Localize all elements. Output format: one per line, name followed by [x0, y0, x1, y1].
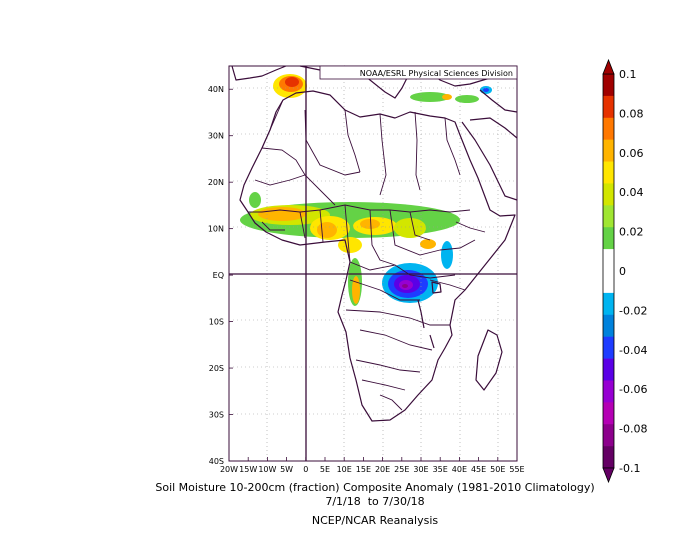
colorbar-swatch	[603, 183, 614, 206]
map-panel: NOAA/ESRL Physical Sciences Division	[228, 65, 518, 462]
lon-tick-label: 45E	[471, 465, 486, 474]
country-borders	[248, 94, 486, 411]
colorbar-swatch	[603, 271, 614, 294]
lon-tick-label: 15W	[239, 465, 257, 474]
lon-tick-label: 55E	[509, 465, 524, 474]
lon-tick-label: 5E	[320, 465, 330, 474]
colorbar: 0.1 0.08 0.06 0.04 0.02 0 -0.02 -0.04 -0.06 -0.08…	[602, 58, 647, 484]
colorbar-swatch	[603, 139, 614, 162]
colorbar-swatch	[603, 380, 614, 403]
colorbar-swatch	[603, 205, 614, 228]
colorbar-top-arrow	[602, 58, 615, 75]
lat-tick-label: 10N	[208, 225, 224, 234]
colorbar-label: -0.1	[619, 462, 640, 475]
colorbar-label: 0	[619, 265, 626, 278]
credit-box	[319, 65, 518, 80]
lon-tick-label: 20W	[220, 465, 238, 474]
lon-tick-label: 10W	[258, 465, 276, 474]
lat-tick-label: EQ	[213, 271, 224, 280]
colorbar-label: 0.06	[619, 147, 644, 160]
colorbar-bottom-arrow	[602, 467, 615, 484]
lat-tick-label: 30N	[208, 132, 224, 141]
latitude-tick-labels: 40N 30N 20N 10N EQ 10S 20S 30S 40S	[208, 85, 233, 466]
colorbar-swatch	[603, 227, 614, 250]
lon-tick-label: 50E	[490, 465, 505, 474]
lat-tick-label: 10S	[209, 318, 224, 327]
lon-tick-label: 20E	[375, 465, 390, 474]
lat-tick-label: 30S	[209, 411, 224, 420]
lat-tick-label: 40S	[209, 457, 224, 466]
lon-tick-label: 25E	[394, 465, 409, 474]
colorbar-swatch	[603, 314, 614, 337]
colorbar-swatch	[603, 249, 614, 272]
colorbar-swatch	[603, 336, 614, 359]
colorbar-swatch	[603, 358, 614, 381]
longitude-tick-labels: 20W 15W 10W 5W 0 5E 10E 15E 20E 25E 30E 35E 40E 45E 50…	[220, 457, 525, 474]
lon-tick-label: 30E	[413, 465, 428, 474]
lat-tick-label: 20S	[209, 364, 224, 373]
colorbar-label: -0.08	[619, 423, 647, 436]
colorbar-swatch	[603, 446, 614, 469]
caption-title: Soil Moisture 10-200cm (fraction) Compos…	[155, 481, 595, 494]
caption-date-range: 7/1/18 to 7/30/18	[325, 495, 425, 508]
graticule	[229, 66, 517, 461]
colorbar-swatch	[603, 161, 614, 184]
lon-tick-label: 5W	[280, 465, 293, 474]
lon-tick-label: 35E	[433, 465, 448, 474]
colorbar-label: -0.06	[619, 383, 647, 396]
lon-tick-label: 40E	[452, 465, 467, 474]
colorbar-swatch	[603, 424, 614, 447]
colorbar-swatch	[603, 117, 614, 140]
colorbar-swatch	[603, 402, 614, 425]
colorbar-label: -0.02	[619, 304, 647, 317]
colorbar-label: 0.02	[619, 226, 644, 239]
colorbar-swatch	[603, 74, 614, 97]
colorbar-swatch	[603, 95, 614, 119]
lat-tick-label: 20N	[208, 178, 224, 187]
anomaly-shading	[240, 74, 492, 306]
colorbar-label: 0.04	[619, 186, 644, 199]
colorbar-swatch	[603, 292, 614, 316]
credit-text: NOAA/ESRL Physical Sciences Division	[360, 69, 513, 78]
lon-tick-label: 10E	[337, 465, 352, 474]
lon-tick-label: 15E	[356, 465, 371, 474]
lon-tick-label: 0	[303, 465, 308, 474]
colorbar-label: 0.1	[619, 68, 637, 81]
colorbar-label: -0.04	[619, 344, 647, 357]
lat-tick-label: 40N	[208, 85, 224, 94]
caption-source: NCEP/NCAR Reanalysis	[311, 514, 439, 527]
colorbar-label: 0.08	[619, 107, 644, 120]
